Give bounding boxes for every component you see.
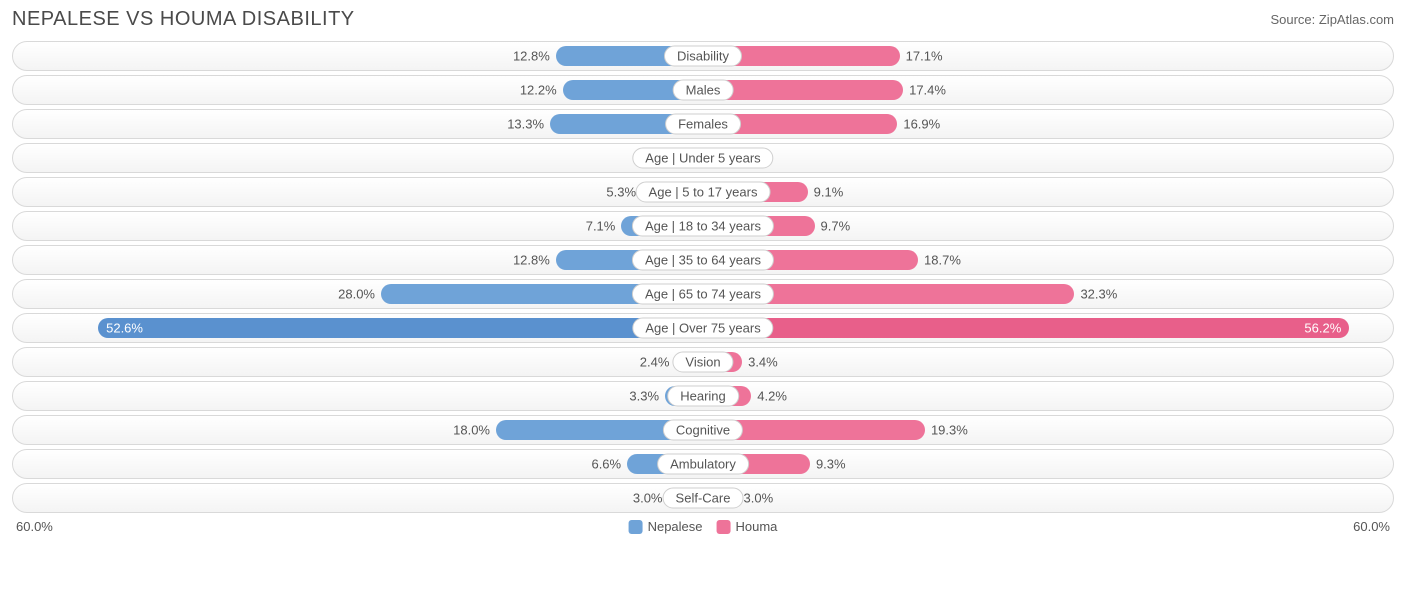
chart-row: 52.6% 56.2% Age | Over 75 years — [12, 313, 1394, 343]
axis-max-right: 60.0% — [1353, 519, 1390, 534]
chart-row: 7.1% 9.7% Age | 18 to 34 years — [12, 211, 1394, 241]
chart-row: 0.97%1.9%Age | Under 5 years — [12, 143, 1394, 173]
bar-left: 52.6% — [98, 318, 703, 338]
category-pill: Vision — [672, 352, 733, 373]
category-pill: Age | 65 to 74 years — [632, 284, 774, 305]
value-label-left: 13.3% — [507, 117, 550, 132]
value-label-right: 9.7% — [815, 219, 851, 234]
value-label-left: 12.8% — [513, 49, 556, 64]
category-pill: Disability — [664, 46, 742, 67]
value-label-right: 18.7% — [918, 253, 961, 268]
value-label-right: 4.2% — [751, 389, 787, 404]
value-label-left: 2.4% — [640, 355, 676, 370]
chart-row: 2.4% 3.4% Vision — [12, 347, 1394, 377]
chart-row: 5.3%9.1%Age | 5 to 17 years — [12, 177, 1394, 207]
legend-item-left: Nepalese — [629, 519, 703, 534]
value-label-left: 12.2% — [520, 83, 563, 98]
value-label-right: 16.9% — [897, 117, 940, 132]
category-pill: Self-Care — [663, 488, 744, 509]
diverging-bar-chart: 12.8% 17.1% Disability 12.2% 17.4% Males 13.3%… — [12, 41, 1394, 513]
value-label-right: 56.2% — [1304, 321, 1349, 336]
chart-row: 6.6% 9.3% Ambulatory — [12, 449, 1394, 479]
chart-row: 18.0% 19.3% Cognitive — [12, 415, 1394, 445]
chart-row: 13.3% 16.9% Females — [12, 109, 1394, 139]
value-label-right: 9.1% — [808, 185, 844, 200]
category-pill: Females — [665, 114, 741, 135]
value-label-right: 19.3% — [925, 423, 968, 438]
legend-swatch-right — [717, 520, 731, 534]
category-pill: Cognitive — [663, 420, 743, 441]
value-label-left: 52.6% — [98, 321, 143, 336]
category-pill: Age | Over 75 years — [632, 318, 773, 339]
value-label-right: 3.4% — [742, 355, 778, 370]
chart-row: 3.0%3.0%Self-Care — [12, 483, 1394, 513]
category-pill: Hearing — [667, 386, 739, 407]
legend-swatch-left — [629, 520, 643, 534]
legend-label-right: Houma — [736, 519, 778, 534]
value-label-left: 18.0% — [453, 423, 496, 438]
category-pill: Age | Under 5 years — [632, 148, 773, 169]
chart-row: 12.8% 17.1% Disability — [12, 41, 1394, 71]
chart-row: 12.8% 18.7% Age | 35 to 64 years — [12, 245, 1394, 275]
value-label-right: 17.1% — [900, 49, 943, 64]
value-label-right: 9.3% — [810, 457, 846, 472]
category-pill: Age | 5 to 17 years — [636, 182, 771, 203]
source-attribution: Source: ZipAtlas.com — [1270, 12, 1394, 27]
chart-row: 28.0% 32.3% Age | 65 to 74 years — [12, 279, 1394, 309]
value-label-right: 32.3% — [1074, 287, 1117, 302]
category-pill: Age | 18 to 34 years — [632, 216, 774, 237]
value-label-left: 28.0% — [338, 287, 381, 302]
value-label-left: 12.8% — [513, 253, 556, 268]
value-label-left: 7.1% — [586, 219, 622, 234]
legend-label-left: Nepalese — [648, 519, 703, 534]
category-pill: Age | 35 to 64 years — [632, 250, 774, 271]
chart-row: 12.2% 17.4% Males — [12, 75, 1394, 105]
value-label-left: 6.6% — [591, 457, 627, 472]
axis-max-left: 60.0% — [16, 519, 53, 534]
chart-row: 3.3% 4.2% Hearing — [12, 381, 1394, 411]
chart-title: NEPALESE VS HOUMA DISABILITY — [12, 8, 355, 31]
category-pill: Ambulatory — [657, 454, 749, 475]
value-label-right: 17.4% — [903, 83, 946, 98]
legend: Nepalese Houma — [629, 519, 778, 534]
category-pill: Males — [673, 80, 734, 101]
legend-item-right: Houma — [717, 519, 778, 534]
bar-right: 56.2% — [703, 318, 1349, 338]
value-label-left: 3.3% — [629, 389, 665, 404]
